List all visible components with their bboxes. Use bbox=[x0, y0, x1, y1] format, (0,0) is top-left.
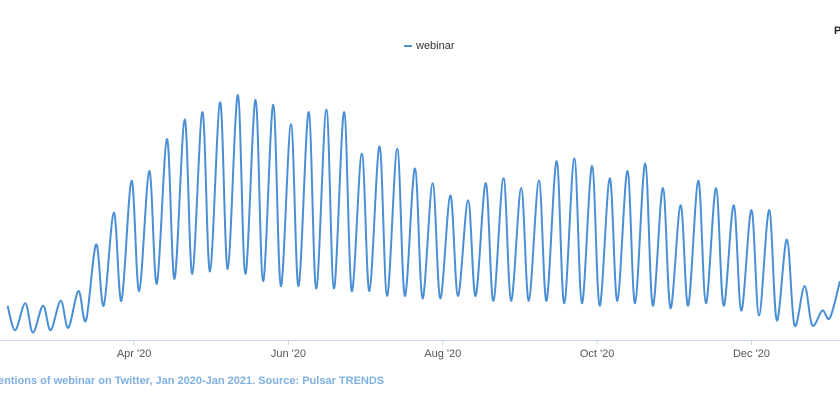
logo: P bbox=[834, 25, 840, 37]
legend-label: webinar bbox=[415, 40, 455, 52]
x-tick-label: Oct '20 bbox=[580, 348, 615, 360]
x-tick-label: Apr '20 bbox=[117, 348, 152, 360]
x-tick-label: Aug '20 bbox=[424, 348, 461, 360]
x-tick-label: Jun '20 bbox=[271, 348, 306, 360]
caption: entions of webinar on Twitter, Jan 2020-… bbox=[0, 375, 384, 387]
series-line bbox=[6, 93, 840, 334]
x-tick-label: Dec '20 bbox=[733, 348, 770, 360]
